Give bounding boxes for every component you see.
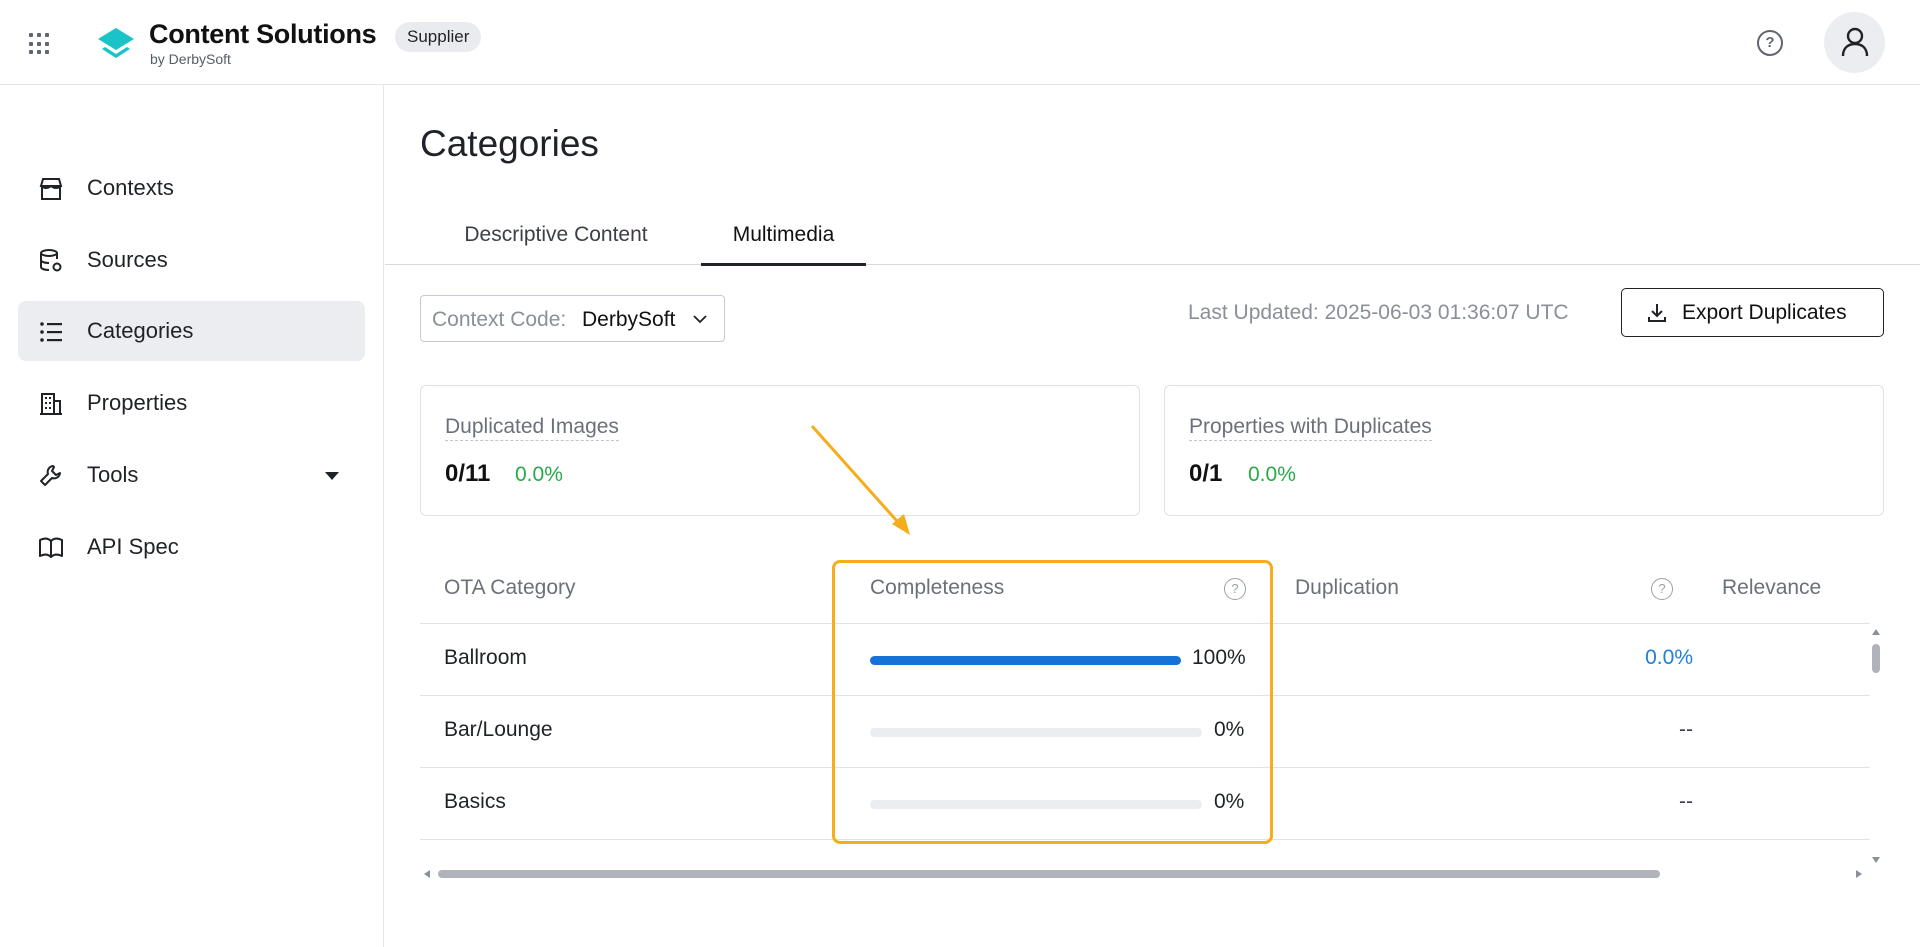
category-name: Bar/Lounge	[444, 718, 553, 741]
context-code-label: Context Code:	[432, 308, 567, 331]
help-icon[interactable]: ?	[1651, 578, 1673, 600]
sidebar-item-api-spec[interactable]: API Spec	[18, 517, 365, 577]
completeness-percent: 0%	[1214, 718, 1245, 741]
completeness-bar	[870, 656, 1181, 665]
brand-title: Content Solutions	[149, 19, 377, 49]
stat-percent: 0.0%	[515, 463, 563, 486]
top-header: Content Solutions by DerbySoft Supplier …	[0, 0, 1920, 85]
vertical-scrollbar[interactable]	[1868, 625, 1884, 865]
sidebar-item-label: API Spec	[87, 534, 179, 559]
sidebar-nav: Contexts Sources Categories Properties	[0, 85, 384, 947]
sidebar-item-properties[interactable]: Properties	[18, 373, 365, 433]
brand-subtitle: by DerbySoft	[150, 51, 231, 67]
duplication-value: --	[1679, 718, 1693, 741]
categories-table: OTA Category Completeness ? Duplication …	[420, 552, 1884, 882]
list-icon	[40, 322, 62, 342]
horizontal-scroll-thumb[interactable]	[438, 870, 1660, 878]
sidebar-item-categories[interactable]: Categories	[18, 301, 365, 361]
duplication-value: --	[1679, 790, 1693, 813]
stat-percent: 0.0%	[1248, 463, 1296, 486]
stat-value: 0/11	[445, 460, 491, 487]
column-header-completeness[interactable]: Completeness	[870, 576, 1005, 599]
export-duplicates-button[interactable]: Export Duplicates	[1621, 288, 1884, 337]
sidebar-item-label: Properties	[87, 390, 188, 415]
category-name: Basics	[444, 790, 506, 813]
last-updated-text: Last Updated: 2025-06-03 01:36:07 UTC	[1188, 301, 1569, 324]
column-header-duplication[interactable]: Duplication	[1295, 576, 1399, 599]
completeness-bar-fill	[870, 656, 1181, 665]
user-icon	[1841, 27, 1869, 57]
sidebar-item-label: Sources	[87, 247, 168, 272]
chevron-down-icon	[693, 315, 707, 324]
download-icon	[1648, 304, 1666, 322]
stat-title[interactable]: Properties with Duplicates	[1189, 415, 1432, 441]
scroll-left-icon[interactable]	[424, 870, 430, 878]
sidebar-item-label: Contexts	[87, 175, 174, 200]
completeness-bar	[870, 728, 1202, 737]
sidebar-item-sources[interactable]: Sources	[18, 230, 365, 290]
completeness-bar	[870, 800, 1202, 809]
stat-card-duplicated-images: Duplicated Images 0/11 0.0%	[420, 385, 1140, 516]
chevron-down-icon[interactable]	[325, 472, 339, 480]
sidebar-item-label: Tools	[87, 462, 139, 487]
help-icon[interactable]: ?	[1757, 30, 1783, 56]
export-duplicates-label: Export Duplicates	[1682, 301, 1847, 324]
duplication-value[interactable]: 0.0%	[1645, 646, 1693, 669]
table-header: OTA Category Completeness ? Duplication …	[420, 552, 1870, 624]
role-badge: Supplier	[395, 22, 482, 52]
sidebar-item-tools[interactable]: Tools	[18, 445, 365, 505]
building-icon	[40, 393, 62, 415]
context-code-select[interactable]: Context Code: DerbySoft	[420, 295, 725, 342]
column-header-ota-category[interactable]: OTA Category	[444, 576, 576, 599]
tab-multimedia[interactable]: Multimedia	[701, 223, 866, 266]
wrench-icon	[40, 465, 61, 486]
vertical-scroll-thumb[interactable]	[1872, 644, 1880, 673]
completeness-percent: 100%	[1192, 646, 1246, 669]
stat-title[interactable]: Duplicated Images	[445, 415, 619, 441]
sidebar-item-contexts[interactable]: Contexts	[18, 158, 365, 218]
horizontal-scrollbar[interactable]	[420, 866, 1866, 882]
scroll-down-icon[interactable]	[1872, 857, 1880, 863]
book-icon	[39, 537, 63, 558]
tab-descriptive-content[interactable]: Descriptive Content	[464, 223, 648, 246]
content-tabs: Descriptive Content Multimedia	[385, 213, 1920, 266]
app-launcher-icon[interactable]	[29, 33, 51, 55]
help-icon[interactable]: ?	[1224, 578, 1246, 600]
user-avatar[interactable]	[1824, 12, 1885, 73]
stat-value: 0/1	[1189, 460, 1223, 487]
column-header-relevance[interactable]: Relevance	[1722, 576, 1822, 599]
derbysoft-logo-icon	[98, 28, 134, 58]
stat-card-properties-with-duplicates: Properties with Duplicates 0/1 0.0%	[1164, 385, 1884, 516]
category-name: Ballroom	[444, 646, 527, 669]
completeness-percent: 0%	[1214, 790, 1245, 813]
sidebar-item-label: Categories	[87, 318, 194, 343]
scroll-right-icon[interactable]	[1856, 870, 1862, 878]
scroll-up-icon[interactable]	[1872, 629, 1880, 635]
database-settings-icon	[40, 249, 62, 272]
context-code-value: DerbySoft	[582, 308, 676, 331]
table-row: Bar/Lounge 0% --	[420, 696, 1870, 768]
table-row: Basics 0% --	[420, 768, 1870, 840]
table-row: Ballroom 100% 0.0%	[420, 624, 1870, 696]
page-title: Categories	[420, 123, 599, 164]
store-icon	[39, 178, 63, 200]
